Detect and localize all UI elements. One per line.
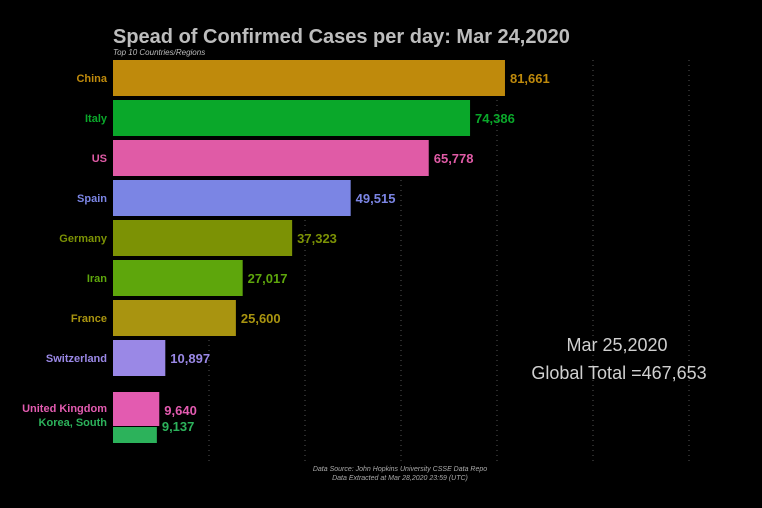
data-extracted-note: Data Extracted at Mar 28,2020 23:59 (UTC… <box>332 475 468 482</box>
category-label: Italy <box>85 113 108 125</box>
category-label: France <box>71 313 107 325</box>
category-label: Iran <box>87 273 107 285</box>
bar-switzerland <box>113 340 166 376</box>
value-label: 10,897 <box>170 351 210 366</box>
data-source-note: Data Source: John Hopkins University CSS… <box>313 466 487 473</box>
value-label: 37,323 <box>297 231 337 246</box>
bar-iran <box>113 260 243 296</box>
global-total-label: Global Total =467,653 <box>531 363 706 383</box>
chart-subtitle: Top 10 Countries/Regions <box>113 48 205 57</box>
bar-us <box>113 140 429 176</box>
bar-italy <box>113 100 471 136</box>
category-label: Korea, South <box>39 417 108 429</box>
value-label: 49,515 <box>356 191 396 206</box>
category-label: US <box>92 153 107 165</box>
value-label: 74,386 <box>475 111 515 126</box>
bars-group: China 81,661 Italy 74,386 US 65,778 Spain 49,51… <box>22 60 550 443</box>
bar-germany <box>113 220 293 256</box>
value-label: 25,600 <box>241 311 281 326</box>
value-label: 65,778 <box>434 151 474 166</box>
bar-spain <box>113 180 351 216</box>
bar-korea-south <box>113 427 157 443</box>
value-label: 81,661 <box>510 71 550 86</box>
category-label: China <box>76 73 107 85</box>
category-label: Switzerland <box>46 353 107 365</box>
bar-united-kingdom <box>113 392 160 426</box>
chart-title: Spead of Confirmed Cases per day: Mar 24… <box>113 26 570 48</box>
bar-china <box>113 60 505 96</box>
category-label: Spain <box>77 193 107 205</box>
category-label: Germany <box>59 233 108 245</box>
value-label: 9,640 <box>164 403 197 418</box>
date-label: Mar 25,2020 <box>566 335 667 355</box>
bar-france <box>113 300 236 336</box>
value-label: 27,017 <box>248 271 288 286</box>
category-label: United Kingdom <box>22 403 107 415</box>
value-label: 9,137 <box>162 419 195 434</box>
